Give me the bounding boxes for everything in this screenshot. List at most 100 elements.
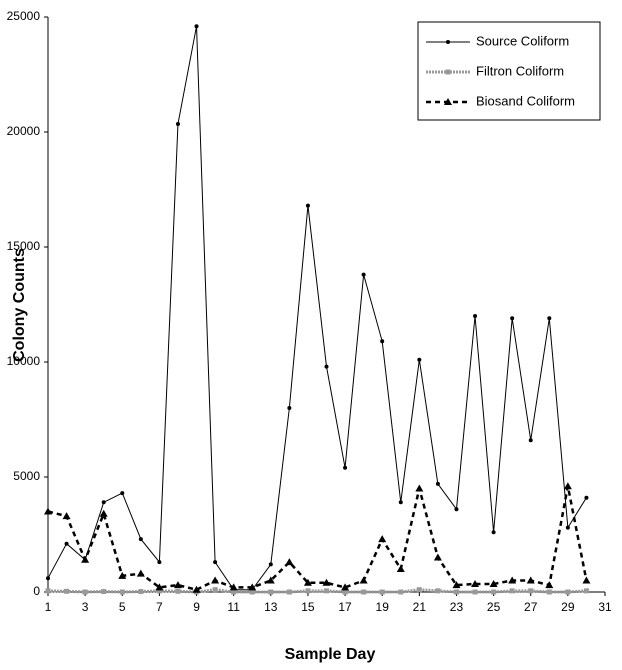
- marker: [62, 512, 71, 520]
- series-line: [47, 26, 587, 591]
- marker: [433, 553, 442, 561]
- marker: [229, 583, 238, 591]
- legend-label: Filtron Coliform: [476, 63, 564, 78]
- marker: [324, 364, 329, 369]
- marker: [565, 525, 570, 530]
- marker: [211, 576, 220, 584]
- x-tick-label: 29: [561, 600, 575, 614]
- y-tick-label: 5000: [13, 469, 40, 483]
- marker: [341, 583, 350, 591]
- marker: [491, 589, 497, 595]
- marker: [546, 589, 552, 595]
- marker: [194, 24, 199, 29]
- marker: [453, 589, 459, 595]
- x-tick-label: 5: [119, 600, 126, 614]
- y-tick-label: 25000: [7, 9, 41, 23]
- marker: [398, 589, 404, 595]
- marker: [416, 587, 422, 593]
- marker: [528, 438, 533, 443]
- marker: [44, 507, 52, 515]
- marker: [510, 316, 515, 321]
- marker: [81, 555, 90, 563]
- x-tick-label: 27: [524, 600, 538, 614]
- x-tick-label: 11: [227, 600, 240, 614]
- marker: [565, 589, 571, 595]
- marker: [101, 589, 107, 595]
- x-tick-label: 21: [413, 600, 427, 614]
- marker: [343, 465, 348, 470]
- x-tick-label: 23: [450, 600, 464, 614]
- marker: [545, 581, 554, 589]
- marker: [99, 509, 108, 517]
- marker: [138, 537, 143, 542]
- marker: [192, 585, 201, 593]
- x-tick-label: 13: [264, 600, 278, 614]
- marker: [526, 576, 535, 584]
- series-line: [47, 485, 588, 592]
- marker: [361, 272, 366, 277]
- marker: [268, 589, 274, 595]
- y-axis-title: Colony Counts: [11, 248, 28, 362]
- x-axis-title: Sample Day: [285, 646, 376, 663]
- marker: [359, 576, 368, 584]
- marker: [435, 481, 440, 486]
- marker: [473, 314, 478, 318]
- legend: Source Coliform Filtron Coliform Biosand C…: [417, 21, 601, 121]
- marker: [491, 530, 496, 535]
- marker: [46, 576, 50, 581]
- marker: [45, 588, 51, 594]
- marker: [583, 588, 589, 594]
- marker: [156, 588, 162, 594]
- y-tick-label: 10000: [7, 354, 41, 368]
- x-tick-label: 7: [156, 600, 163, 614]
- marker: [415, 484, 424, 492]
- marker: [305, 203, 310, 208]
- marker: [547, 316, 552, 321]
- marker: [175, 588, 181, 594]
- marker: [342, 589, 348, 595]
- marker: [452, 581, 461, 589]
- marker: [118, 571, 127, 579]
- x-tick-label: 1: [45, 600, 52, 614]
- marker: [417, 357, 422, 362]
- marker: [322, 578, 331, 586]
- marker: [231, 589, 237, 595]
- marker: [528, 588, 534, 594]
- marker: [120, 491, 125, 496]
- marker: [287, 406, 292, 410]
- x-tick-label: 19: [376, 600, 390, 614]
- marker: [472, 589, 478, 595]
- marker: [136, 569, 145, 577]
- marker: [157, 560, 162, 565]
- marker: [398, 500, 403, 505]
- marker: [303, 578, 312, 586]
- marker: [175, 121, 180, 126]
- marker: [444, 98, 452, 105]
- marker: [563, 482, 572, 490]
- marker: [101, 500, 106, 505]
- marker: [454, 507, 459, 512]
- marker: [324, 588, 329, 594]
- marker: [82, 589, 88, 595]
- marker: [64, 588, 70, 594]
- marker: [286, 589, 292, 595]
- marker: [285, 558, 294, 566]
- marker: [446, 40, 450, 44]
- marker: [138, 589, 144, 595]
- marker: [212, 587, 218, 593]
- x-tick-label: 17: [338, 600, 352, 614]
- x-tick-label: 25: [487, 600, 501, 614]
- marker: [268, 562, 273, 567]
- marker: [173, 581, 182, 589]
- marker: [378, 535, 387, 543]
- marker: [64, 541, 69, 546]
- y-tick-label: 0: [33, 584, 40, 598]
- marker: [248, 583, 257, 591]
- marker: [445, 69, 451, 75]
- marker: [119, 589, 125, 595]
- marker: [380, 339, 385, 344]
- x-tick-label: 9: [193, 600, 200, 614]
- marker: [435, 588, 441, 594]
- marker: [396, 565, 405, 572]
